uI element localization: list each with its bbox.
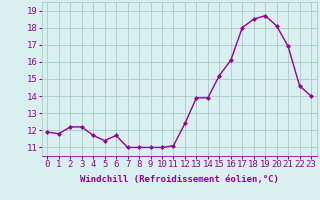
X-axis label: Windchill (Refroidissement éolien,°C): Windchill (Refroidissement éolien,°C) — [80, 175, 279, 184]
